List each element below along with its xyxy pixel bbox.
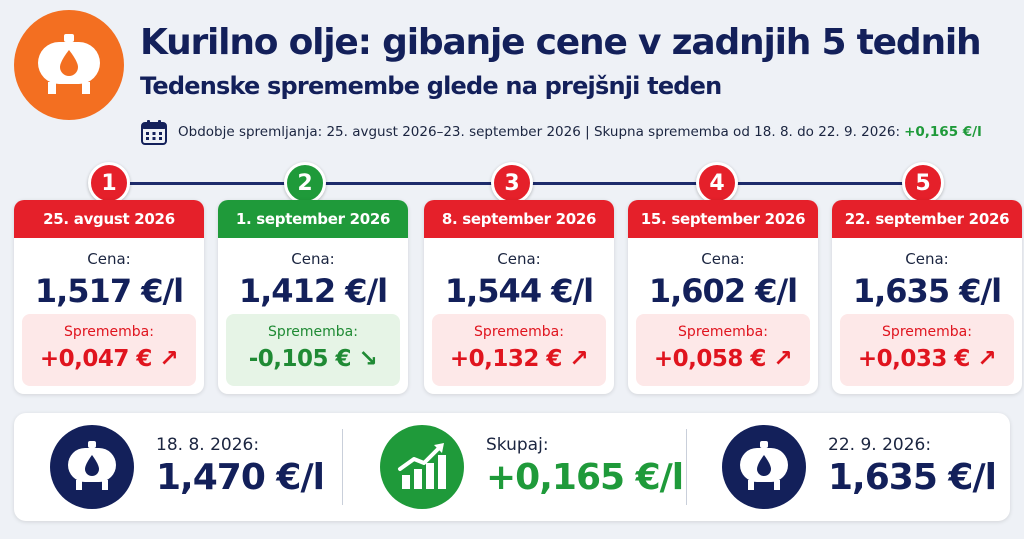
week-card-3: 8. september 2026 Cena: 1,544 €/l Spreme…	[424, 200, 614, 394]
week-card-5: 22. september 2026 Cena: 1,635 €/l Sprem…	[832, 200, 1022, 394]
change-value: +0,033 € ↗	[857, 346, 997, 372]
summary-end-value: 1,635 €/l	[828, 457, 997, 498]
week-number-5: 5	[902, 162, 944, 204]
arrow-up-icon: ↗	[977, 346, 997, 372]
price-value: 1,412 €/l	[238, 272, 388, 310]
price-label: Cena:	[905, 250, 949, 268]
summary-total-value: +0,165 €/l	[486, 457, 684, 498]
week-card-2: 1. september 2026 Cena: 1,412 €/l Spreme…	[218, 200, 408, 394]
price-value: 1,602 €/l	[648, 272, 798, 310]
change-label: Sprememba:	[268, 324, 358, 340]
price-value: 1,544 €/l	[444, 272, 594, 310]
week-date: 15. september 2026	[628, 200, 818, 238]
week-date: 25. avgust 2026	[14, 200, 204, 238]
change-value: +0,132 € ↗	[449, 346, 589, 372]
week-card-4: 15. september 2026 Cena: 1,602 €/l Sprem…	[628, 200, 818, 394]
change-label: Sprememba:	[882, 324, 972, 340]
divider	[686, 429, 687, 505]
week-number-1: 1	[88, 162, 130, 204]
divider	[342, 429, 343, 505]
price-label: Cena:	[291, 250, 335, 268]
change-label: Sprememba:	[678, 324, 768, 340]
week-card-1: 25. avgust 2026 Cena: 1,517 €/l Sprememb…	[14, 200, 204, 394]
week-number-4: 4	[696, 162, 738, 204]
period-total: +0,165 €/l	[904, 124, 982, 140]
week-number-2: 2	[284, 162, 326, 204]
change-box: Sprememba: +0,047 € ↗	[22, 314, 196, 386]
price-label: Cena:	[497, 250, 541, 268]
price-value: 1,635 €/l	[852, 272, 1002, 310]
calendar-icon	[141, 120, 167, 145]
page-subtitle: Tedenske spremembe glede na prejšnji ted…	[140, 72, 722, 100]
change-box: Sprememba: +0,132 € ↗	[432, 314, 606, 386]
price-value: 1,517 €/l	[34, 272, 184, 310]
change-value: -0,105 € ↘	[248, 346, 378, 372]
summary-start-value: 1,470 €/l	[156, 457, 325, 498]
page-title: Kurilno olje: gibanje cene v zadnjih 5 t…	[140, 22, 982, 63]
period-info: Obdobje spremljanja: 25. avgust 2026–23.…	[140, 118, 982, 146]
week-date: 1. september 2026	[218, 200, 408, 238]
price-label: Cena:	[701, 250, 745, 268]
oil-tank-icon	[722, 425, 806, 509]
oil-tank-icon	[50, 425, 134, 509]
price-label: Cena:	[87, 250, 131, 268]
arrow-up-icon: ↗	[773, 346, 793, 372]
growth-chart-icon	[380, 425, 464, 509]
summary-total-label: Skupaj:	[486, 435, 549, 455]
change-value: +0,047 € ↗	[39, 346, 179, 372]
oil-tank-icon	[38, 34, 100, 94]
change-box: Sprememba: -0,105 € ↘	[226, 314, 400, 386]
change-label: Sprememba:	[64, 324, 154, 340]
summary-end-label: 22. 9. 2026:	[828, 435, 932, 455]
change-box: Sprememba: +0,033 € ↗	[840, 314, 1014, 386]
period-text: Obdobje spremljanja: 25. avgust 2026–23.…	[178, 124, 901, 140]
week-number-3: 3	[491, 162, 533, 204]
arrow-up-icon: ↗	[159, 346, 179, 372]
summary-panel: 18. 8. 2026: 1,470 €/l Skupaj: +0,165 €/…	[14, 413, 1010, 521]
arrow-up-icon: ↗	[569, 346, 589, 372]
week-date: 22. september 2026	[832, 200, 1022, 238]
week-date: 8. september 2026	[424, 200, 614, 238]
arrow-down-icon: ↘	[358, 346, 378, 372]
change-value: +0,058 € ↗	[653, 346, 793, 372]
change-label: Sprememba:	[474, 324, 564, 340]
summary-start-label: 18. 8. 2026:	[156, 435, 260, 455]
change-box: Sprememba: +0,058 € ↗	[636, 314, 810, 386]
oil-tank-logo	[14, 10, 124, 120]
